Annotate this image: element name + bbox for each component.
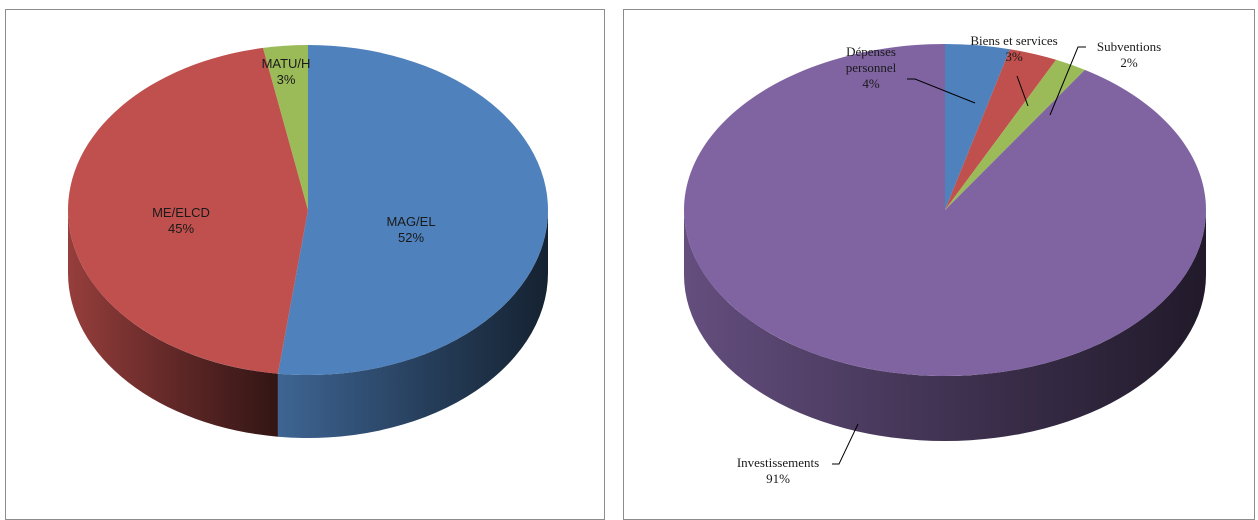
pie-slice-depenses-personnel — [945, 44, 1010, 210]
data-label-matu-h: MATU/H 3% — [262, 56, 311, 87]
chart-panel-right: Dépenses personnel 4% Biens et services 3% Su… — [623, 9, 1255, 520]
pie-slice-matu-h — [263, 45, 308, 210]
data-label-investissements: Investissements 91% — [737, 455, 819, 486]
leader-line-biens-et-services — [1016, 75, 1029, 107]
pie-slice-me-elcd — [68, 47, 308, 374]
data-label-biens-et-services: Biens et services 3% — [970, 33, 1057, 64]
chart-panel-left: MAG/EL 52% ME/ELCD 45% MATU/H 3% — [5, 9, 605, 520]
leader-line-investissements — [832, 423, 859, 465]
pie-slice-investissements — [684, 44, 1206, 376]
pie-side-mag-el — [277, 210, 548, 438]
pie-side-investissements — [684, 210, 1206, 441]
data-label-depenses-personnel: Dépenses personnel 4% — [846, 44, 897, 91]
pie-slice-biens-et-services — [945, 49, 1057, 210]
data-label-me-elcd: ME/ELCD 45% — [152, 205, 210, 236]
pie-side-me-elcd — [68, 210, 278, 437]
pie-slice-mag-el — [277, 45, 549, 376]
pie-slice-subventions — [945, 59, 1085, 211]
pie-chart-left: MAG/EL 52% ME/ELCD 45% MATU/H 3% — [68, 45, 549, 438]
pie-chart-right: Dépenses personnel 4% Biens et services 3% Su… — [684, 33, 1206, 486]
leader-line-depenses-personnel — [907, 78, 976, 104]
data-label-mag-el: MAG/EL 52% — [386, 214, 435, 245]
leader-line-subventions — [1049, 46, 1086, 116]
data-label-subventions: Subventions 2% — [1097, 39, 1161, 70]
